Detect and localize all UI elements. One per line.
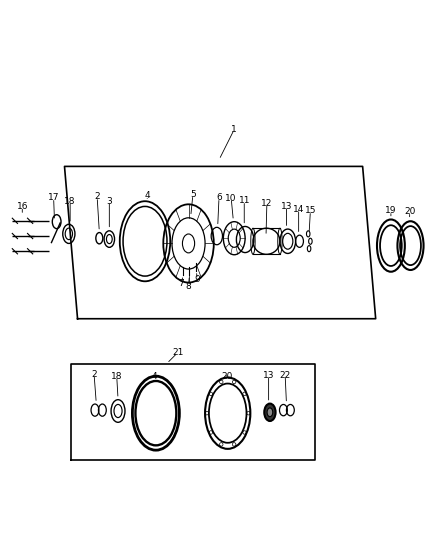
Text: 6: 6 bbox=[216, 193, 222, 202]
Text: 13: 13 bbox=[281, 202, 292, 211]
Text: 2: 2 bbox=[94, 192, 100, 201]
Text: 4: 4 bbox=[145, 191, 150, 200]
Text: 20: 20 bbox=[221, 372, 233, 381]
Text: 13: 13 bbox=[263, 371, 274, 380]
Text: 18: 18 bbox=[64, 197, 76, 206]
Text: 20: 20 bbox=[404, 207, 415, 216]
Text: 9: 9 bbox=[194, 275, 200, 284]
Text: 3: 3 bbox=[106, 197, 112, 206]
Text: 1: 1 bbox=[231, 125, 237, 134]
Text: 22: 22 bbox=[279, 371, 291, 380]
Ellipse shape bbox=[264, 403, 276, 421]
Text: 18: 18 bbox=[111, 372, 123, 381]
Text: 5: 5 bbox=[190, 190, 196, 199]
Text: 4: 4 bbox=[152, 372, 157, 381]
Text: 10: 10 bbox=[226, 193, 237, 203]
Ellipse shape bbox=[267, 408, 273, 417]
Text: 17: 17 bbox=[48, 193, 60, 202]
Text: 21: 21 bbox=[172, 348, 184, 357]
Text: 14: 14 bbox=[293, 205, 304, 214]
Text: 15: 15 bbox=[305, 206, 316, 215]
Text: 8: 8 bbox=[186, 281, 191, 290]
Text: 11: 11 bbox=[239, 196, 250, 205]
Text: 12: 12 bbox=[261, 199, 272, 208]
Text: 19: 19 bbox=[385, 206, 397, 215]
Text: 7: 7 bbox=[178, 279, 184, 287]
Text: 2: 2 bbox=[91, 370, 97, 379]
Text: 16: 16 bbox=[17, 202, 28, 211]
